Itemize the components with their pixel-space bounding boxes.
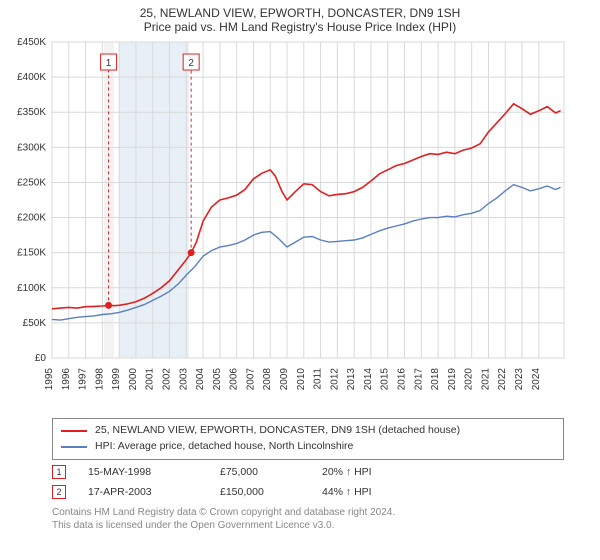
annotation-price: £150,000 [220, 486, 300, 498]
annotation-table: 1 15-MAY-1998 £75,000 20% ↑ HPI 2 17-APR-2003… [52, 462, 564, 502]
title-line-2: Price paid vs. HM Land Registry's House … [0, 20, 600, 34]
legend-box: 25, NEWLAND VIEW, EPWORTH, DONCASTER, DN… [52, 418, 564, 460]
annotation-pct: 20% ↑ HPI [322, 466, 372, 478]
footer-attribution: Contains HM Land Registry data © Crown c… [52, 506, 564, 533]
svg-text:£450K: £450K [17, 37, 46, 48]
svg-text:£300K: £300K [17, 142, 46, 153]
svg-text:2019: 2019 [447, 368, 458, 391]
legend-label: 25, NEWLAND VIEW, EPWORTH, DONCASTER, DN… [95, 423, 460, 439]
footer-line-1: Contains HM Land Registry data © Crown c… [52, 506, 564, 520]
chart-plot-area: £0 £50K £100K £150K £200K £250K £300K £350K £400… [0, 34, 600, 414]
chart-svg: £0 £50K £100K £150K £200K £250K £300K £350K £400… [0, 34, 600, 414]
svg-text:2003: 2003 [178, 368, 189, 391]
chart-container: { "title_line1": "25, NEWLAND VIEW, EPWO… [0, 0, 600, 560]
svg-text:£200K: £200K [17, 213, 46, 224]
svg-text:2009: 2009 [279, 368, 290, 391]
annotation-row-marker: 2 [52, 485, 66, 499]
svg-text:2010: 2010 [296, 368, 307, 391]
annotation-dot-1 [105, 302, 112, 309]
svg-text:2: 2 [188, 58, 194, 69]
svg-text:2014: 2014 [363, 368, 374, 391]
annotation-row-1: 1 15-MAY-1998 £75,000 20% ↑ HPI [52, 462, 564, 482]
svg-text:2000: 2000 [128, 368, 139, 391]
legend-label: HPI: Average price, detached house, Nort… [95, 439, 353, 455]
annotation-pct: 44% ↑ HPI [322, 486, 372, 498]
svg-text:£0: £0 [35, 353, 47, 364]
svg-text:2015: 2015 [380, 368, 391, 391]
svg-text:2016: 2016 [397, 368, 408, 391]
chart-title-area: 25, NEWLAND VIEW, EPWORTH, DONCASTER, DN… [0, 0, 600, 34]
svg-text:2001: 2001 [145, 368, 156, 391]
svg-text:2018: 2018 [430, 368, 441, 391]
svg-text:2002: 2002 [162, 368, 173, 391]
svg-text:£250K: £250K [17, 177, 46, 188]
svg-text:2004: 2004 [195, 368, 206, 391]
svg-text:1996: 1996 [61, 368, 72, 391]
svg-text:2021: 2021 [480, 368, 491, 391]
annotation-row-marker: 1 [52, 465, 66, 479]
svg-text:1999: 1999 [111, 368, 122, 391]
svg-text:2011: 2011 [313, 368, 324, 390]
legend-item-1: HPI: Average price, detached house, Nort… [61, 439, 555, 455]
annotation-date: 17-APR-2003 [88, 486, 198, 498]
title-line-1: 25, NEWLAND VIEW, EPWORTH, DONCASTER, DN… [0, 6, 600, 20]
svg-text:£150K: £150K [17, 248, 46, 259]
svg-text:£350K: £350K [17, 107, 46, 118]
svg-text:2022: 2022 [497, 368, 508, 391]
footer-line-2: This data is licensed under the Open Gov… [52, 519, 564, 533]
annotation-row-2: 2 17-APR-2003 £150,000 44% ↑ HPI [52, 482, 564, 502]
svg-text:2005: 2005 [212, 368, 223, 391]
svg-text:1997: 1997 [78, 368, 89, 391]
svg-text:2007: 2007 [245, 368, 256, 391]
annotation-dot-2 [188, 249, 195, 256]
svg-text:1998: 1998 [94, 368, 105, 391]
svg-text:£50K: £50K [23, 318, 47, 329]
legend-item-0: 25, NEWLAND VIEW, EPWORTH, DONCASTER, DN… [61, 423, 555, 439]
svg-text:2006: 2006 [229, 368, 240, 391]
svg-text:£400K: £400K [17, 72, 46, 83]
svg-text:1: 1 [106, 58, 112, 69]
svg-text:2013: 2013 [346, 368, 357, 391]
legend-swatch [61, 446, 87, 448]
annotation-date: 15-MAY-1998 [88, 466, 198, 478]
legend-swatch [61, 430, 87, 432]
svg-text:2023: 2023 [514, 368, 525, 391]
svg-text:£100K: £100K [17, 283, 46, 294]
annotation-price: £75,000 [220, 466, 300, 478]
svg-text:2008: 2008 [262, 368, 273, 391]
svg-text:2020: 2020 [464, 368, 475, 391]
svg-text:2017: 2017 [413, 368, 424, 391]
svg-text:1995: 1995 [44, 368, 55, 391]
svg-text:2012: 2012 [329, 368, 340, 391]
svg-text:2024: 2024 [531, 368, 542, 391]
